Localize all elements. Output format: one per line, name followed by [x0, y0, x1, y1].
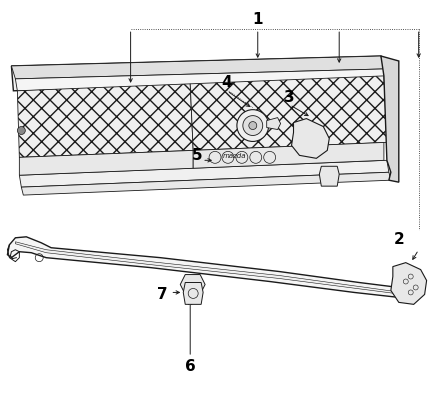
Polygon shape: [17, 84, 193, 157]
Circle shape: [249, 121, 257, 129]
Polygon shape: [8, 237, 399, 297]
Text: 4: 4: [221, 75, 232, 90]
Text: 2: 2: [393, 232, 404, 247]
Circle shape: [243, 116, 263, 136]
Polygon shape: [292, 119, 329, 158]
Text: 1: 1: [252, 12, 263, 27]
Text: mazda: mazda: [223, 154, 247, 159]
Polygon shape: [180, 275, 205, 295]
Polygon shape: [319, 166, 339, 186]
Polygon shape: [21, 172, 391, 195]
Text: 3: 3: [284, 90, 295, 105]
Circle shape: [237, 110, 269, 141]
Polygon shape: [391, 262, 427, 305]
Polygon shape: [15, 242, 395, 293]
Polygon shape: [190, 76, 387, 151]
Polygon shape: [381, 56, 399, 182]
Text: 7: 7: [157, 287, 168, 302]
Polygon shape: [19, 160, 389, 187]
Text: 5: 5: [192, 148, 202, 163]
Polygon shape: [15, 69, 387, 91]
Polygon shape: [183, 282, 203, 305]
Polygon shape: [11, 56, 394, 91]
Polygon shape: [267, 118, 281, 129]
Circle shape: [17, 126, 25, 134]
Polygon shape: [11, 56, 384, 79]
Polygon shape: [193, 142, 384, 168]
Text: 6: 6: [185, 359, 195, 374]
Polygon shape: [19, 151, 193, 175]
